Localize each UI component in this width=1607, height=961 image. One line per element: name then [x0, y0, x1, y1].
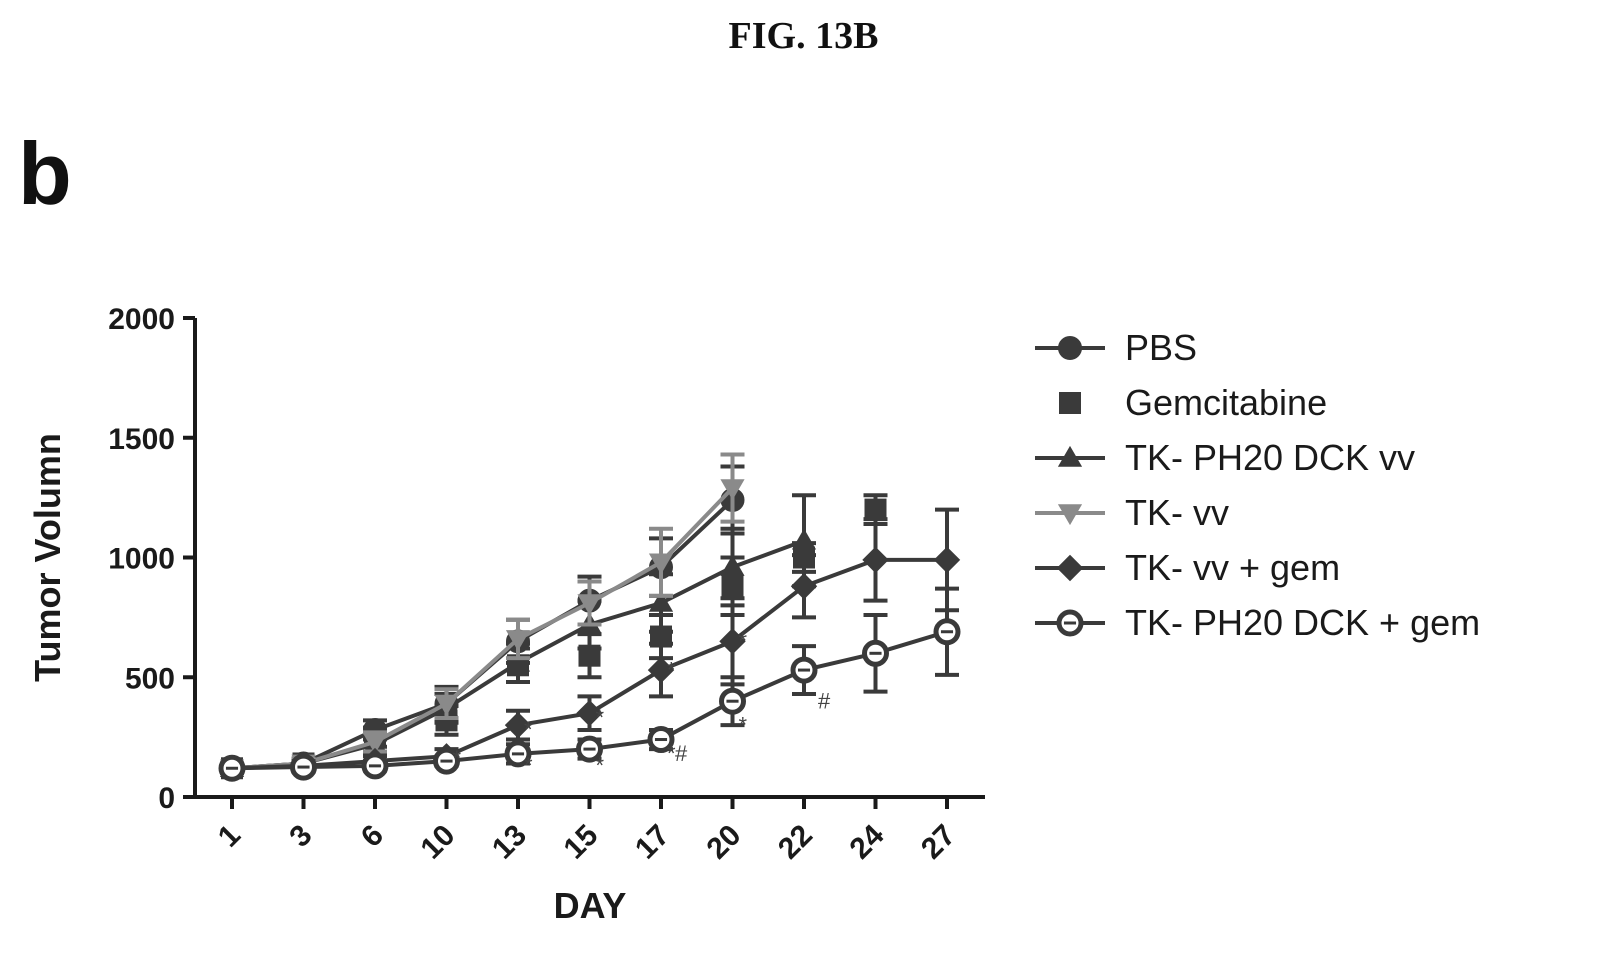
y-tick-label: 500: [125, 662, 175, 695]
legend: PBS Gemcitabine TK- PH20 DCK vv TK- vv TK- v…: [1035, 327, 1480, 643]
data-point: [719, 628, 746, 655]
significance-mark: *: [667, 741, 676, 766]
data-point: [790, 573, 818, 600]
legend-label: TK- vv + gem: [1125, 547, 1340, 588]
legend-label: Gemcitabine: [1125, 382, 1327, 423]
data-point: [504, 711, 532, 739]
significance-mark: *: [524, 753, 533, 778]
data-point: [719, 687, 746, 715]
data-point: [505, 630, 531, 652]
legend-item: TK- vv: [1035, 492, 1229, 533]
y-tick-label: 2000: [108, 303, 175, 336]
data-point: [504, 740, 532, 768]
data-point: [505, 650, 531, 672]
legend-label: TK- vv: [1125, 492, 1229, 533]
data-point: [933, 546, 961, 574]
data-point: [933, 618, 961, 646]
data-point: [791, 528, 817, 550]
data-point: [790, 656, 818, 684]
x-tick-label: 24: [844, 818, 891, 865]
data-point: [648, 553, 674, 575]
data-point: [577, 594, 602, 616]
y-axis-title: Tumor Volumn: [27, 433, 68, 682]
legend-item: Gemcitabine: [1059, 382, 1327, 423]
significance-mark: *: [453, 746, 462, 771]
x-tick-label: 10: [415, 819, 462, 866]
x-tick-label: 1: [212, 819, 247, 854]
data-point: [648, 590, 674, 612]
significance-mark: *: [739, 712, 748, 737]
legend-label: TK- PH20 DCK + gem: [1125, 602, 1480, 643]
legend-marker: [1058, 336, 1082, 360]
x-tick-label: 17: [629, 819, 676, 866]
x-tick-label: 22: [772, 819, 819, 866]
figure-title: FIG. 13B: [728, 15, 879, 57]
significance-mark: *: [739, 629, 748, 654]
legend-marker: [1056, 609, 1084, 637]
x-tick-label: 27: [915, 819, 962, 866]
x-tick-label: 13: [486, 819, 533, 866]
y-tick-label: 0: [158, 782, 175, 815]
x-tick-label: 15: [558, 819, 605, 866]
data-point: [218, 754, 246, 782]
legend-item: TK- PH20 DCK + gem: [1035, 602, 1480, 643]
significance-mark: #: [675, 741, 688, 766]
legend-marker: [1057, 445, 1083, 467]
legend-label: PBS: [1125, 327, 1197, 368]
data-point: [361, 752, 389, 780]
data-point: [647, 656, 675, 684]
legend-marker: [1057, 504, 1083, 526]
legend-marker: [1056, 554, 1084, 582]
data-point: [576, 699, 603, 727]
data-point: [647, 726, 675, 754]
data-point: [362, 733, 388, 755]
data-point: [720, 554, 745, 576]
data-point: [862, 639, 889, 667]
legend-item: TK- PH20 DCK vv: [1035, 437, 1415, 478]
x-tick-label: 3: [283, 819, 318, 854]
significance-mark: *: [667, 657, 676, 682]
data-point: [434, 694, 459, 716]
data-point: [433, 747, 460, 775]
y-tick-label: 1500: [108, 423, 175, 456]
series-tk-ph20-dck-gem: [218, 586, 961, 782]
legend-marker: [1059, 392, 1081, 414]
data-point: [862, 546, 889, 574]
data-point: [864, 498, 887, 521]
data-point: [290, 753, 317, 781]
legend-item: PBS: [1035, 327, 1197, 368]
data-point: [576, 735, 603, 763]
significance-mark: *: [596, 705, 605, 730]
series-layer: [218, 452, 961, 782]
significance-mark: #: [818, 688, 831, 713]
annotation-layer: * ***** #***#: [453, 629, 832, 779]
x-tick-label: 6: [355, 819, 390, 854]
significance-mark: *: [596, 753, 605, 778]
series-gemcitabine: [220, 493, 888, 780]
x-tick-label: 20: [701, 819, 748, 866]
x-axis-title: DAY: [554, 885, 627, 926]
legend-item: TK- vv + gem: [1035, 547, 1340, 588]
panel-label: b: [18, 124, 72, 223]
y-tick-label: 1000: [108, 543, 175, 576]
significance-mark: *: [524, 717, 533, 742]
legend-label: TK- PH20 DCK vv: [1125, 437, 1415, 478]
data-point: [720, 479, 745, 501]
